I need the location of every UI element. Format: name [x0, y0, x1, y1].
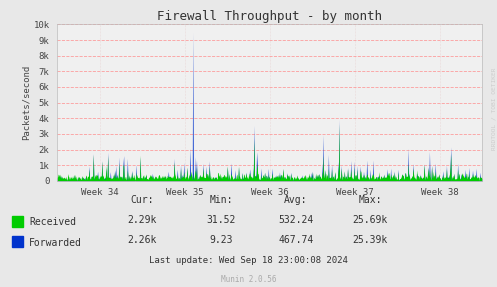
Title: Firewall Throughput - by month: Firewall Throughput - by month: [157, 10, 382, 23]
Text: RRDTOOL / TOBI OETIKER: RRDTOOL / TOBI OETIKER: [491, 68, 496, 150]
Text: 2.29k: 2.29k: [127, 215, 157, 225]
Text: 532.24: 532.24: [278, 215, 313, 225]
Text: Max:: Max:: [358, 195, 382, 205]
Text: Cur:: Cur:: [130, 195, 154, 205]
Text: 2.26k: 2.26k: [127, 235, 157, 245]
Text: 25.39k: 25.39k: [353, 235, 388, 245]
Text: Last update: Wed Sep 18 23:00:08 2024: Last update: Wed Sep 18 23:00:08 2024: [149, 257, 348, 265]
Text: Munin 2.0.56: Munin 2.0.56: [221, 275, 276, 284]
Text: Received: Received: [29, 218, 77, 227]
Text: Avg:: Avg:: [284, 195, 308, 205]
Text: 467.74: 467.74: [278, 235, 313, 245]
Y-axis label: Packets/second: Packets/second: [21, 65, 31, 140]
Text: Forwarded: Forwarded: [29, 238, 82, 247]
Text: 25.69k: 25.69k: [353, 215, 388, 225]
Text: 9.23: 9.23: [209, 235, 233, 245]
Text: 31.52: 31.52: [206, 215, 236, 225]
Text: Min:: Min:: [209, 195, 233, 205]
